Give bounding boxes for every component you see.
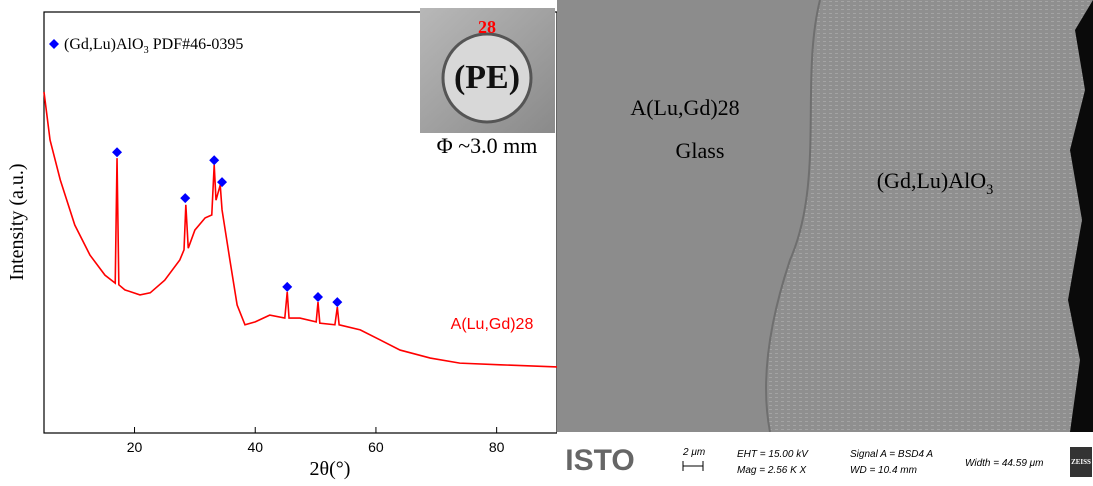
legend-label: (Gd,Lu)AlO3 PDF#46-0395	[64, 36, 243, 56]
series-label: A(Lu,Gd)28	[451, 316, 534, 333]
peak-marker	[112, 147, 122, 157]
x-tick-label: 60	[368, 439, 384, 455]
sample-number: 28	[478, 17, 496, 37]
brand: ZEISS	[1071, 458, 1091, 466]
y-axis-label: Intensity (a.u.)	[6, 163, 28, 280]
x-tick-label: 40	[247, 439, 263, 455]
legend-marker	[49, 39, 59, 49]
info: Mag = 2.56 K X	[737, 465, 807, 476]
x-axis-label: 2θ(°)	[310, 458, 351, 480]
peak-marker	[180, 193, 190, 203]
peak-marker	[209, 155, 219, 165]
info: Signal A = BSD4 A	[850, 449, 933, 460]
info: WD = 10.4 mm	[850, 465, 917, 476]
peak-marker	[332, 297, 342, 307]
scale-label: 2 μm	[682, 447, 705, 458]
info: Width = 44.59 μm	[965, 458, 1043, 469]
peak-marker	[282, 282, 292, 292]
x-tick-label: 20	[127, 439, 143, 455]
figure: 2θ(°) Intensity (a.u.) 20 40 60 80 A(Lu,Gd)2…	[0, 0, 1093, 486]
inset-photo: 28 (PE) Φ ~3.0 mm	[420, 8, 555, 158]
crystal-region	[766, 0, 1093, 432]
x-tick-label: 80	[489, 439, 505, 455]
sem-label: Glass	[676, 138, 725, 163]
info: EHT = 15.00 kV	[737, 449, 809, 460]
peak-marker	[217, 177, 227, 187]
peak-marker	[313, 292, 323, 302]
sample-label: (PE)	[454, 59, 520, 96]
logo: ISTO	[565, 444, 634, 477]
sem-label: A(Lu,Gd)28	[630, 95, 739, 120]
sem-image: A(Lu,Gd)28 Glass (Gd,Lu)AlO3 ISTO 2 μm E…	[557, 0, 1093, 486]
inset-caption: Φ ~3.0 mm	[437, 133, 538, 158]
